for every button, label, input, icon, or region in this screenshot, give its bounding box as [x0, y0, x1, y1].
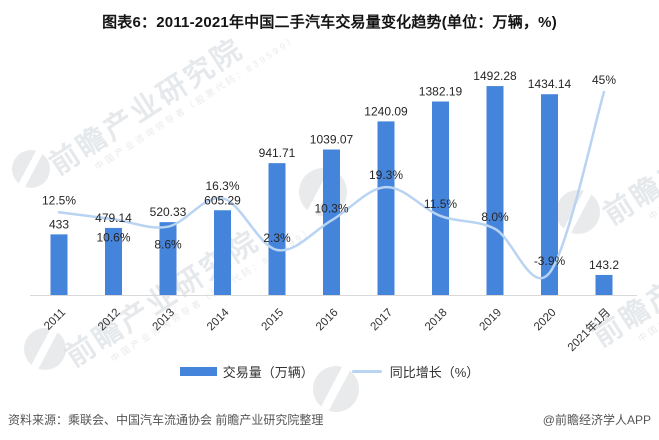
- legend-label-volume: 交易量（万辆）: [222, 365, 314, 380]
- x-axis-label: 2020: [532, 307, 559, 334]
- legend-item-growth: 同比增长（%）: [351, 362, 480, 381]
- chart-title: 图表6：2011-2021年中国二手汽车交易量变化趋势(单位：万辆，%): [102, 14, 557, 31]
- x-axis-label: 2021年1月: [564, 305, 613, 354]
- x-axis-label: 2019: [478, 307, 505, 334]
- footer: 资料来源：乘联会、中国汽车流通协会 前瞻产业研究院整理 @前瞻经济学人APP: [0, 411, 659, 428]
- chart-canvas: 433 479.14 520.33 605.29 941.71 1039.07 1240.0…: [30, 69, 637, 354]
- bar-2011: [50, 234, 68, 295]
- bar-value-label: 1382.19: [419, 85, 463, 99]
- bar-value-label: 1434.14: [528, 77, 572, 91]
- growth-value-label: 8.0%: [481, 210, 509, 224]
- bar-2021年1月: [595, 274, 613, 295]
- legend: 交易量（万辆） 同比增长（%）: [0, 362, 659, 381]
- bar-value-label: 1039.07: [310, 133, 354, 147]
- watermark-logo-icon: [12, 150, 50, 188]
- x-axis-label: 2014: [205, 306, 232, 333]
- bar-2016: [323, 149, 340, 295]
- bar-value-label: 433: [49, 217, 69, 231]
- growth-value-label: 19.3%: [369, 168, 403, 182]
- x-axis-label: 2012: [96, 307, 123, 334]
- bar-value-label: 941.71: [259, 146, 296, 160]
- growth-value-label: 45%: [592, 73, 616, 87]
- x-axis-label: 2017: [369, 307, 396, 334]
- watermark-logo-icon: [24, 328, 66, 370]
- bar-value-label: 1492.28: [473, 69, 517, 83]
- watermark-logo-icon: [313, 366, 359, 412]
- app-credit: @前瞻经济学人APP: [542, 413, 651, 427]
- growth-value-label: -3.9%: [534, 254, 566, 268]
- growth-line: [57, 90, 606, 280]
- growth-value-label: 10.6%: [96, 230, 130, 244]
- bar-value-label: 520.33: [150, 205, 187, 219]
- bar-2017: [377, 121, 395, 296]
- legend-item-volume: 交易量（万辆）: [179, 362, 314, 381]
- bar-2013: [159, 222, 177, 295]
- bar-swatch-icon: [179, 367, 217, 376]
- bar-2014: [214, 210, 231, 295]
- source-note: 资料来源：乘联会、中国汽车流通协会 前瞻产业研究院整理: [8, 413, 324, 427]
- legend-label-growth: 同比增长（%）: [389, 365, 480, 380]
- growth-value-label: 11.5%: [424, 197, 457, 211]
- bar-2019: [486, 86, 504, 295]
- growth-value-label: 12.5%: [42, 193, 76, 207]
- bar-value-label: 1240.09: [364, 104, 408, 118]
- growth-value-label: 2.3%: [263, 231, 291, 245]
- x-axis-label: 2016: [314, 307, 341, 334]
- bar-2015: [268, 163, 286, 295]
- bar-value-label: 605.29: [204, 193, 241, 207]
- x-axis-label: 2013: [151, 307, 178, 334]
- bar-value-label: 143.2: [589, 258, 619, 272]
- bar-value-label: 479.14: [95, 211, 132, 225]
- x-axis-label: 2018: [423, 307, 450, 334]
- x-axis-label: 2015: [260, 307, 287, 334]
- x-axis-label: 2011: [42, 307, 68, 333]
- bar-2018: [432, 101, 449, 295]
- growth-value-label: 16.3%: [205, 179, 239, 193]
- growth-value-label: 8.6%: [154, 238, 182, 252]
- line-swatch-icon: [351, 370, 382, 373]
- bar-2020: [541, 94, 558, 295]
- growth-value-label: 10.3%: [314, 201, 348, 215]
- bar-2012: [105, 227, 122, 295]
